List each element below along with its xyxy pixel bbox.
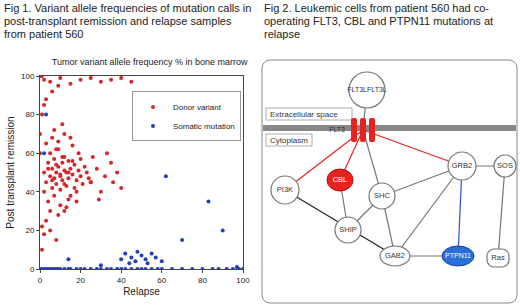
- svg-text:PTPN11: PTPN11: [445, 252, 471, 259]
- svg-text:80: 80: [25, 110, 34, 119]
- svg-text:100: 100: [21, 72, 35, 81]
- svg-text:Relapse: Relapse: [123, 286, 160, 297]
- svg-text:Tumor variant allele frequency: Tumor variant allele frequency % in bone…: [52, 57, 248, 67]
- svg-text:0: 0: [38, 276, 43, 285]
- svg-text:CBL: CBL: [333, 175, 348, 184]
- svg-text:GRB2: GRB2: [452, 161, 472, 170]
- svg-text:100: 100: [236, 276, 250, 285]
- svg-text:SHC: SHC: [374, 191, 390, 200]
- svg-text:40: 40: [25, 188, 34, 197]
- svg-text:60: 60: [25, 149, 34, 158]
- svg-text:SHIP: SHIP: [339, 225, 357, 234]
- svg-text:80: 80: [198, 276, 207, 285]
- svg-text:Donor variant: Donor variant: [173, 103, 222, 112]
- svg-text:FLT3: FLT3: [329, 126, 345, 133]
- svg-text:SOS: SOS: [497, 161, 513, 170]
- svg-text:40: 40: [117, 276, 126, 285]
- html-text:Fig 1. Variant allele frequenc: Fig 1. Variant allele frequencies of mut…: [4, 2, 252, 40]
- svg-text:20: 20: [25, 226, 34, 235]
- html-text:Fig 2. Leukemic cells from pat: Fig 2. Leukemic cells from patient 560 h…: [264, 2, 494, 40]
- svg-text:0: 0: [30, 265, 35, 274]
- svg-text:Extracellular space: Extracellular space: [270, 110, 338, 119]
- svg-text:GAB2: GAB2: [385, 251, 405, 260]
- svg-text:Ras: Ras: [491, 253, 505, 262]
- svg-text:Cytoplasm: Cytoplasm: [270, 136, 308, 145]
- svg-text:FLT3LFLT3L: FLT3LFLT3L: [347, 86, 387, 93]
- svg-text:PI3K: PI3K: [277, 185, 293, 194]
- svg-text:Somatic mutation: Somatic mutation: [173, 122, 235, 131]
- svg-text:20: 20: [76, 276, 85, 285]
- svg-text:Post transplant remission: Post transplant remission: [5, 116, 16, 228]
- svg-text:60: 60: [157, 276, 166, 285]
